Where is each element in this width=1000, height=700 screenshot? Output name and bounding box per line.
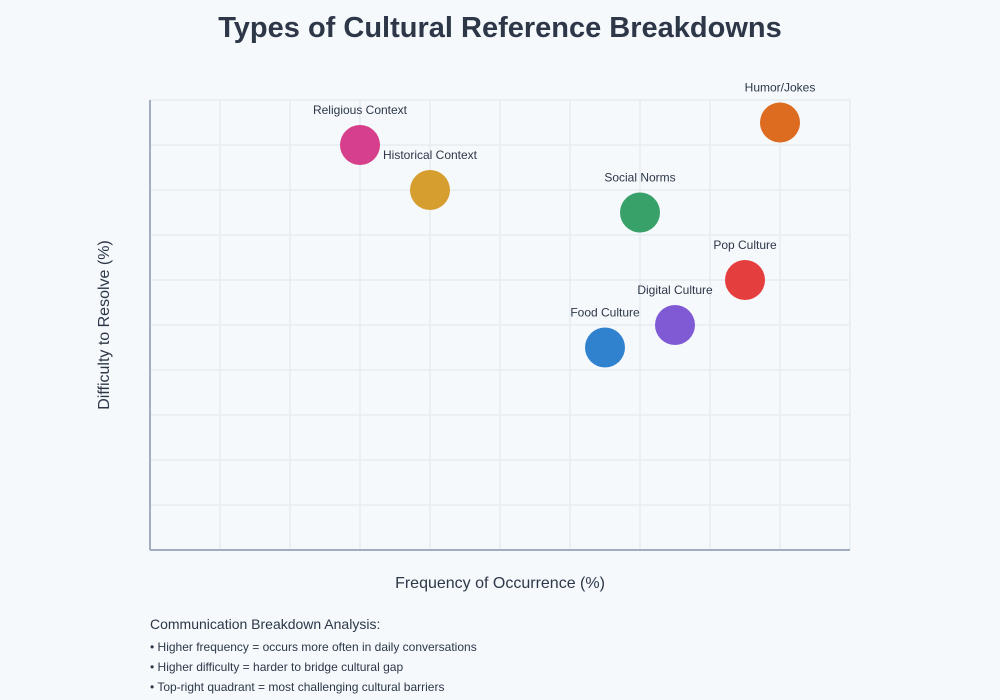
grid-lines [149,99,851,551]
notes-item: • Top-right quadrant = most challenging … [150,680,445,694]
data-point[interactable] [340,125,380,165]
data-point[interactable] [620,192,660,233]
point-label: Pop Culture [713,238,777,252]
point-label: Historical Context [383,148,478,162]
data-points: Religious Context Historical Context Socia… [313,81,815,368]
analysis-notes: Communication Breakdown Analysis: • High… [150,616,477,697]
notes-item: • Higher frequency = occurs more often i… [150,640,477,654]
point-label: Digital Culture [637,283,713,297]
point-label: Social Norms [604,171,675,185]
data-point[interactable] [760,102,800,143]
notes-heading: Communication Breakdown Analysis: [150,616,381,632]
data-point[interactable] [655,305,695,345]
point-label: Humor/Jokes [745,81,816,95]
notes-item: • Higher difficulty = harder to bridge c… [150,660,404,674]
x-axis-label: Frequency of Occurrence (%) [395,575,605,592]
data-point[interactable] [725,260,765,300]
data-point[interactable] [410,170,450,210]
data-point[interactable] [585,327,625,368]
y-axis-label: Difficulty to Resolve (%) [96,240,113,410]
point-label: Food Culture [570,306,640,320]
chart-title: Types of Cultural Reference Breakdowns [218,12,782,44]
point-label: Religious Context [313,103,408,117]
